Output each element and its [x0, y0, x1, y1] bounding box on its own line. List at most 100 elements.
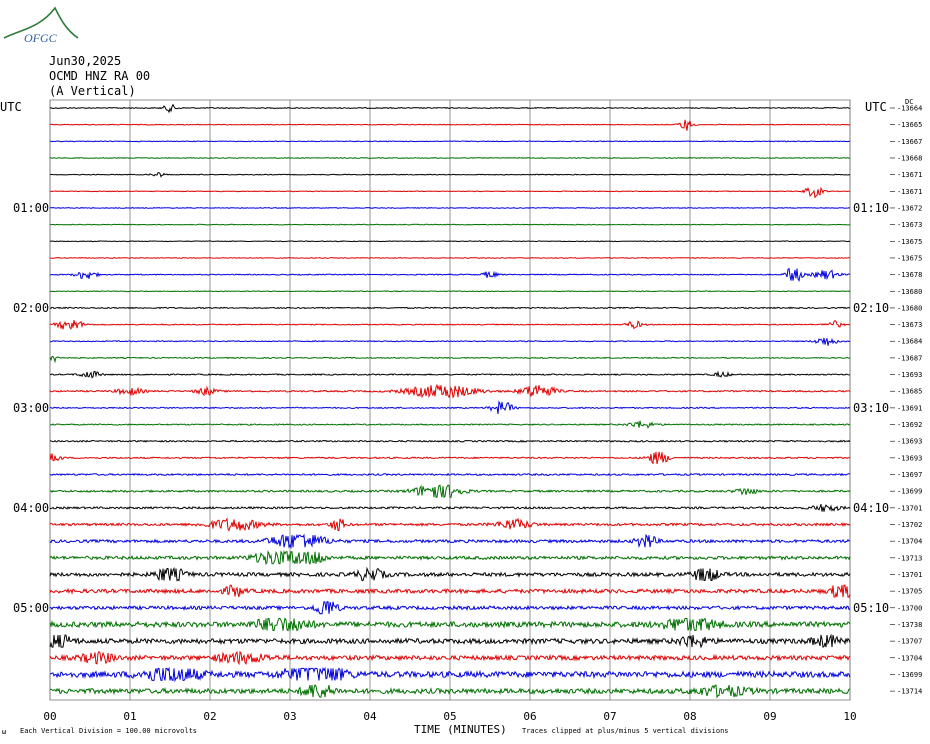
time-label-right: 02:10 [853, 301, 889, 315]
seismic-trace [50, 157, 851, 159]
dc-offset-label: -13673 [897, 321, 922, 329]
dc-label: DC [905, 98, 913, 106]
time-label-left: 03:00 [13, 401, 49, 415]
dc-offset-label: -13704 [897, 654, 922, 662]
seismic-trace [49, 484, 851, 499]
dc-offset-label: -13680 [897, 304, 922, 312]
time-label-left: 02:00 [13, 301, 49, 315]
dc-offset-label: -13667 [897, 138, 922, 146]
seismic-trace [49, 517, 851, 532]
seismic-trace [49, 550, 851, 566]
seismic-trace [49, 267, 851, 282]
seismic-trace [49, 319, 851, 330]
x-tick-label: 08 [683, 710, 696, 723]
dc-offset-label: -13668 [897, 154, 922, 162]
seismic-trace [49, 140, 850, 143]
dc-offset-label: -13675 [897, 238, 922, 246]
seismic-trace [49, 172, 851, 178]
dc-offset-label: -13692 [897, 421, 922, 429]
x-tick-label: 09 [763, 710, 776, 723]
seismic-trace [49, 306, 851, 310]
seismic-trace [50, 400, 851, 414]
utc-right-label: UTC [865, 100, 887, 114]
seismic-trace [49, 186, 851, 199]
seismic-trace [49, 617, 851, 632]
dc-offset-label: -13697 [897, 471, 922, 479]
dc-offset-label: -13678 [897, 271, 922, 279]
seismic-trace [49, 684, 850, 699]
seismic-trace [49, 472, 850, 477]
x-tick-label: 01 [123, 710, 136, 723]
dc-offset-label: -13671 [897, 171, 922, 179]
seismic-trace [49, 356, 851, 364]
x-tick-label: 05 [443, 710, 456, 723]
seismic-trace [49, 119, 851, 131]
dc-offset-label: -13672 [897, 204, 922, 212]
seismic-trace [49, 666, 851, 683]
dc-offset-label: -13693 [897, 454, 922, 462]
station-code: OCMD HNZ RA 00 [49, 69, 151, 83]
dc-offset-label: -13693 [897, 438, 922, 446]
seismic-trace [49, 290, 851, 293]
x-tick-label: 02 [203, 710, 216, 723]
seismic-trace [49, 103, 851, 114]
time-label-right: 01:10 [853, 201, 889, 215]
dc-offset-label: -13691 [897, 404, 922, 412]
corner-mark: ω [2, 728, 6, 736]
plot-date: Jun30,2025 [49, 54, 122, 68]
x-tick-label: 06 [523, 710, 536, 723]
seismic-trace [49, 370, 851, 379]
dc-offset-label: -13680 [897, 288, 922, 296]
scale-note: Each Vertical Division = 100.00 microvol… [20, 727, 197, 735]
x-axis-title: TIME (MINUTES) [414, 723, 507, 736]
x-tick-label: 00 [43, 710, 56, 723]
time-label-right: 04:10 [853, 501, 889, 515]
seismic-trace [49, 439, 851, 443]
dc-offset-label: -13701 [897, 504, 922, 512]
seismic-trace [49, 240, 851, 243]
grid [49, 99, 851, 701]
dc-offset-label: -13687 [897, 354, 922, 362]
seismic-trace [49, 650, 851, 666]
utc-left-label: UTC [0, 100, 22, 114]
logo-text: OFGC [24, 31, 58, 45]
seismic-trace [50, 223, 851, 226]
dc-offset-label: -13664 [897, 105, 922, 113]
dc-offset-label: -13693 [897, 371, 922, 379]
logo-swoosh [3, 6, 79, 39]
seismic-trace [49, 207, 851, 209]
dc-offset-label: -13675 [897, 254, 922, 262]
dc-offset-label: -13738 [897, 621, 922, 629]
dc-offset-label: -13699 [897, 671, 922, 679]
time-label-left: 04:00 [13, 501, 49, 515]
seismic-trace [49, 584, 851, 598]
x-tick-label: 10 [843, 710, 856, 723]
dc-offset-label: -13685 [897, 388, 922, 396]
ofgc-logo: OFGC [3, 6, 79, 45]
seismic-trace [49, 337, 851, 346]
dc-offset-label: -13671 [897, 188, 922, 196]
dc-offset-label: -13684 [897, 338, 922, 346]
seismic-trace [49, 383, 851, 399]
clip-note: Traces clipped at plus/minus 5 vertical … [522, 727, 729, 735]
seismic-trace [49, 257, 851, 259]
label-group: UTC UTC DC TIME (MINUTES) Each Vertical … [0, 98, 922, 736]
seismic-trace [49, 633, 851, 649]
trace-group [49, 103, 851, 699]
seismic-trace [49, 451, 851, 465]
dc-offset-label: -13707 [897, 638, 922, 646]
dc-offset-label: -13713 [897, 554, 922, 562]
seismic-trace [50, 420, 851, 429]
dc-offset-label: -13704 [897, 538, 922, 546]
seismic-trace [49, 533, 851, 550]
dc-offset-label: -13705 [897, 588, 922, 596]
time-label-left: 01:00 [13, 201, 49, 215]
dc-offset-label: -13701 [897, 571, 922, 579]
seismic-trace [49, 566, 851, 582]
time-label-right: 05:10 [853, 601, 889, 615]
dc-offset-label: -13673 [897, 221, 922, 229]
dc-offset-label: -13665 [897, 121, 922, 129]
seismic-trace [49, 601, 851, 615]
component-label: (A Vertical) [49, 84, 136, 98]
